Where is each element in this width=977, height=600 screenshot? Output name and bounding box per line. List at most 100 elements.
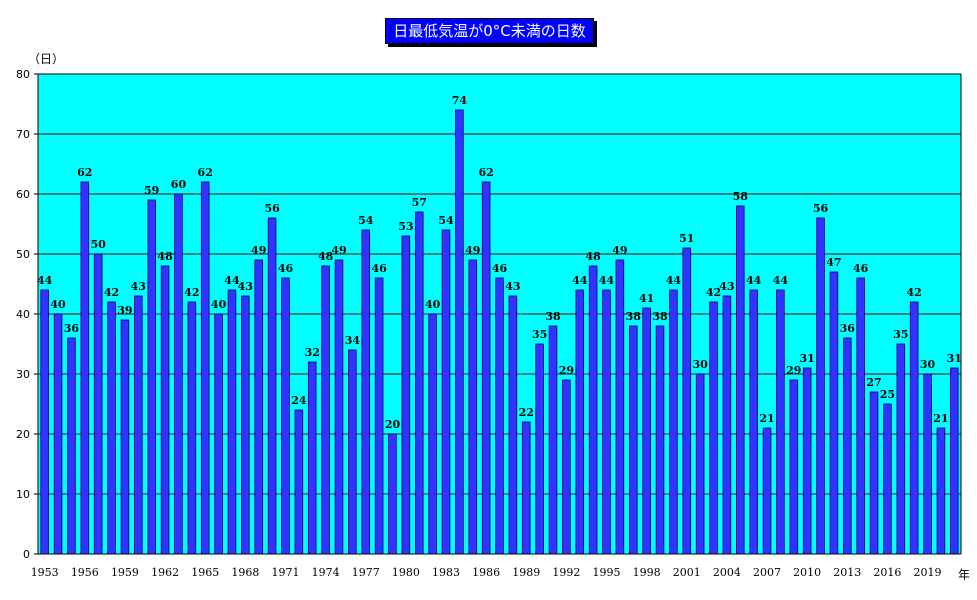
bar-1992 xyxy=(562,379,571,555)
data-label-2002: 30 xyxy=(692,358,708,371)
x-tick-label: 2013 xyxy=(833,566,861,579)
bar-1969 xyxy=(254,259,263,555)
bar-2016 xyxy=(883,403,892,555)
data-label-1971: 46 xyxy=(278,262,294,275)
data-label-1974: 48 xyxy=(318,250,334,263)
data-label-2000: 44 xyxy=(666,274,682,287)
data-label-1968: 43 xyxy=(238,280,253,293)
data-label-2008: 44 xyxy=(773,274,789,287)
bar-2010 xyxy=(802,367,812,555)
data-label-1979: 20 xyxy=(385,418,401,431)
data-label-1982: 40 xyxy=(425,298,441,311)
bar-2020 xyxy=(936,427,946,555)
data-label-1999: 38 xyxy=(652,310,668,323)
bar-1991 xyxy=(548,325,558,555)
bar-2013 xyxy=(843,337,852,555)
data-label-1963: 60 xyxy=(171,178,187,191)
data-label-2004: 43 xyxy=(719,280,734,293)
data-label-1954: 40 xyxy=(50,298,66,311)
bar-1961 xyxy=(147,199,156,555)
bar-1994 xyxy=(588,265,598,555)
bar-2002 xyxy=(695,373,705,555)
bar-1985 xyxy=(468,259,478,555)
data-label-1981: 57 xyxy=(412,196,427,209)
bar-2017 xyxy=(896,343,906,555)
data-label-1995: 44 xyxy=(599,274,615,287)
x-tick-label: 1995 xyxy=(593,566,621,579)
data-label-2016: 25 xyxy=(880,388,895,401)
bar-1956 xyxy=(80,181,90,555)
bar-1983 xyxy=(441,229,451,555)
y-tick-label: 10 xyxy=(16,488,30,501)
x-tick-label: 1956 xyxy=(71,566,99,579)
bar-1989 xyxy=(521,421,531,555)
data-label-2006: 44 xyxy=(746,274,762,287)
bar-2003 xyxy=(709,301,718,555)
bar-1973 xyxy=(307,361,317,555)
data-label-1965: 62 xyxy=(198,166,213,179)
data-label-2018: 42 xyxy=(907,286,922,299)
data-label-2019: 30 xyxy=(920,358,936,371)
data-label-1956: 62 xyxy=(77,166,92,179)
data-label-1958: 42 xyxy=(104,286,119,299)
y-tick-label: 50 xyxy=(16,248,30,261)
data-label-2005: 58 xyxy=(733,190,749,203)
bar-2006 xyxy=(749,289,758,555)
x-tick-label: 1971 xyxy=(271,566,299,579)
data-label-1988: 43 xyxy=(505,280,520,293)
y-axis-unit-label: （日） xyxy=(28,52,65,66)
x-tick-label: 2001 xyxy=(673,566,701,579)
x-tick-label: 2007 xyxy=(753,566,781,579)
bar-1984 xyxy=(455,109,464,555)
bar-1981 xyxy=(414,211,424,555)
bar-2011 xyxy=(816,217,825,555)
data-label-1959: 39 xyxy=(117,304,132,317)
x-tick-label: 2019 xyxy=(914,566,942,579)
x-tick-label: 1962 xyxy=(151,566,179,579)
data-label-1989: 22 xyxy=(519,406,534,419)
data-label-1980: 53 xyxy=(398,220,413,233)
x-tick-label: 1953 xyxy=(31,566,59,579)
bar-2009 xyxy=(789,379,799,555)
bar-1964 xyxy=(187,301,197,555)
y-tick-label: 80 xyxy=(16,68,30,81)
data-label-1990: 35 xyxy=(532,328,547,341)
bar-1955 xyxy=(67,337,76,555)
bar-2005 xyxy=(736,205,745,555)
bar-1958 xyxy=(107,301,116,555)
x-axis-unit-label: 年 xyxy=(958,568,971,582)
y-tick-label: 70 xyxy=(16,128,30,141)
y-tick-label: 20 xyxy=(16,428,30,441)
data-label-1997: 38 xyxy=(626,310,642,323)
data-label-2012: 47 xyxy=(826,256,841,269)
bar-2008 xyxy=(776,289,785,555)
data-label-1986: 62 xyxy=(478,166,493,179)
bar-1997 xyxy=(628,325,638,555)
data-label-2011: 56 xyxy=(813,202,829,215)
x-tick-label: 1968 xyxy=(231,566,259,579)
data-label-1969: 49 xyxy=(251,244,266,257)
bar-1966 xyxy=(214,313,223,555)
data-label-2013: 36 xyxy=(840,322,856,335)
bar-1993 xyxy=(575,289,585,555)
bar-1976 xyxy=(348,349,357,555)
data-label-1994: 48 xyxy=(585,250,601,263)
x-tick-label: 1959 xyxy=(111,566,139,579)
bar-1979 xyxy=(388,433,397,555)
bar-1954 xyxy=(53,313,63,555)
data-label-1992: 29 xyxy=(559,364,574,377)
x-tick-label: 1965 xyxy=(191,566,219,579)
data-label-1953: 44 xyxy=(37,274,53,287)
bar-1987 xyxy=(495,277,504,555)
bar-1960 xyxy=(134,295,143,555)
data-label-1970: 56 xyxy=(264,202,280,215)
x-tick-label: 1974 xyxy=(312,566,340,579)
bar-2014 xyxy=(856,277,865,555)
data-label-1973: 32 xyxy=(305,346,320,359)
data-label-1967: 44 xyxy=(224,274,240,287)
data-label-1955: 36 xyxy=(64,322,80,335)
y-tick-label: 60 xyxy=(16,188,30,201)
data-label-1957: 50 xyxy=(91,238,107,251)
chart-title: 日最低気温が0°C未満の日数 xyxy=(385,18,594,44)
